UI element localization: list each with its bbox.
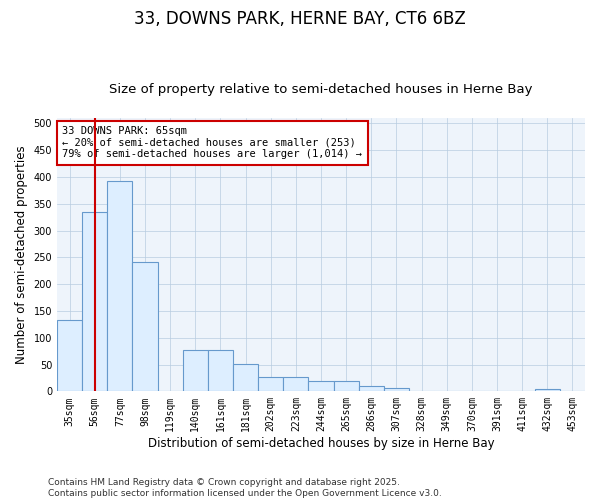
Text: Contains HM Land Registry data © Crown copyright and database right 2025.
Contai: Contains HM Land Registry data © Crown c…	[48, 478, 442, 498]
X-axis label: Distribution of semi-detached houses by size in Herne Bay: Distribution of semi-detached houses by …	[148, 437, 494, 450]
Bar	[233, 364, 258, 392]
Bar	[384, 388, 409, 392]
Bar	[133, 262, 158, 392]
Title: Size of property relative to semi-detached houses in Herne Bay: Size of property relative to semi-detach…	[109, 83, 533, 96]
Bar	[107, 180, 133, 392]
Bar	[535, 388, 560, 392]
Y-axis label: Number of semi-detached properties: Number of semi-detached properties	[15, 146, 28, 364]
Bar	[208, 350, 233, 392]
Bar	[183, 350, 208, 392]
Bar	[82, 212, 107, 392]
Bar	[283, 377, 308, 392]
Bar	[359, 386, 384, 392]
Bar	[334, 380, 359, 392]
Text: 33 DOWNS PARK: 65sqm
← 20% of semi-detached houses are smaller (253)
79% of semi: 33 DOWNS PARK: 65sqm ← 20% of semi-detac…	[62, 126, 362, 160]
Text: 33, DOWNS PARK, HERNE BAY, CT6 6BZ: 33, DOWNS PARK, HERNE BAY, CT6 6BZ	[134, 10, 466, 28]
Bar	[258, 377, 283, 392]
Bar	[57, 320, 82, 392]
Bar	[308, 380, 334, 392]
